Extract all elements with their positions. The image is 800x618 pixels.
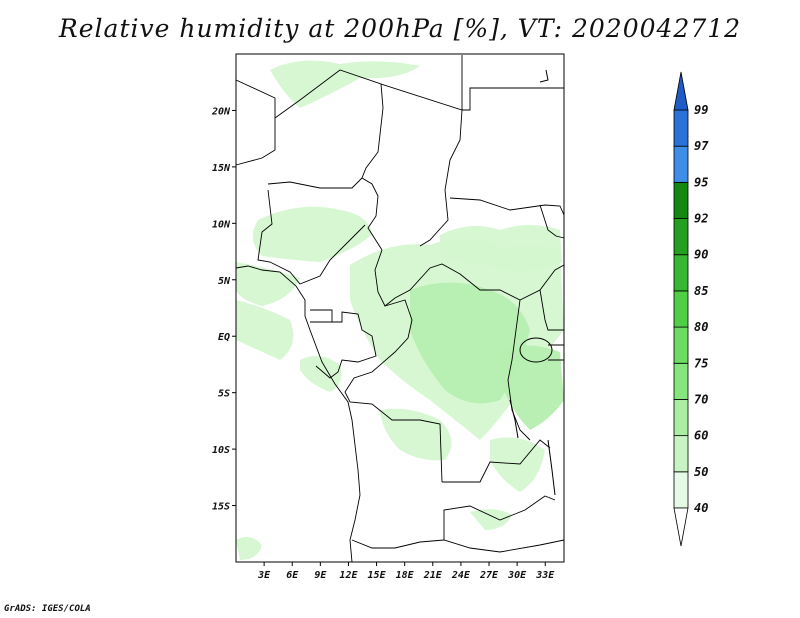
colorbar-label: 50: [694, 465, 708, 479]
lat-tick-label: 15S: [212, 502, 230, 513]
colorbar-segment: [673, 435, 689, 473]
colorbar-segment: [673, 362, 689, 400]
humidity-area: [236, 262, 300, 306]
colorbar-label: 97: [694, 139, 709, 153]
boundary-north-sahara: [235, 79, 276, 166]
colorbar-max-arrow: [673, 71, 689, 111]
lon-tick-label: 15E: [368, 570, 387, 581]
lake-victoria: [519, 337, 553, 363]
humidity-area: [440, 225, 562, 271]
colorbar-segment: [673, 109, 689, 147]
boundary-nigeria-cameroon: [257, 189, 366, 285]
lon-tick-label: 30E: [507, 570, 527, 581]
lon-tick-label: 3E: [257, 570, 271, 581]
lon-tick-label: 21E: [423, 570, 443, 581]
boundary-libya-chad: [274, 69, 384, 179]
colorbar-label: 60: [694, 429, 708, 443]
lon-tick-label: 12E: [339, 570, 358, 581]
boundary-equatorial-guinea: [310, 309, 333, 322]
latitude-axis: 20N 15N 10N 5N EQ 5S 10S 15S: [211, 106, 236, 513]
lat-tick-label: 5N: [218, 276, 231, 287]
humidity-area: [500, 345, 564, 430]
boundary-kenya: [539, 289, 564, 331]
boundary-angola-zambia: [442, 439, 551, 483]
boundary-congo-drc: [344, 299, 443, 483]
colorbar-label: 95: [694, 175, 708, 189]
boundary-gabon: [310, 311, 377, 379]
colorbar-min-arrow: [673, 507, 689, 547]
humidity-area: [300, 356, 342, 392]
colorbar: 40 50 60 70 75 80 85 90 92 95 97 99: [673, 71, 709, 547]
chart-title: Relative humidity at 200hPa [%], VT: 202…: [58, 14, 742, 43]
colorbar-segment: [673, 145, 689, 183]
colorbar-label: 90: [694, 248, 708, 262]
lat-tick-label: 20N: [211, 106, 231, 117]
boundary-sudan-ethiopia: [539, 204, 565, 239]
humidity-area: [236, 300, 294, 360]
humidity-area: [470, 509, 512, 530]
lon-tick-label: 18E: [396, 570, 415, 581]
colorbar-segment: [673, 218, 689, 256]
coast-fragment-ne: [539, 69, 549, 83]
lon-tick-label: 9E: [314, 570, 327, 581]
lon-tick-label: 33E: [535, 570, 555, 581]
humidity-area: [380, 408, 452, 461]
lon-tick-label: 24E: [451, 570, 471, 581]
longitude-axis: 3E 6E 9E 12E 15E 18E 21E 24E 27E 30E 33E: [257, 562, 555, 581]
lat-tick-label: 10S: [212, 445, 230, 456]
country-boundaries: [235, 55, 565, 563]
colorbar-segment: [673, 290, 689, 328]
map-frame: [235, 53, 565, 563]
lake-tanganyika: [509, 399, 519, 439]
colorbar-label: 92: [694, 212, 708, 226]
boundary-niger-chad: [267, 177, 383, 251]
lon-tick-label: 6E: [286, 570, 299, 581]
lon-tick-label: 27E: [479, 570, 499, 581]
lake-malawi: [547, 439, 556, 496]
colorbar-label: 70: [694, 392, 708, 406]
colorbar-segment: [673, 471, 689, 509]
coastline-west: [235, 265, 361, 563]
lat-tick-label: 10N: [212, 219, 231, 230]
lat-tick-label: 5S: [218, 389, 230, 400]
colorbar-segment: [673, 254, 689, 292]
humidity-area: [236, 536, 262, 560]
grads-credit: GrADS: IGES/COLA: [4, 604, 91, 614]
boundary-chad-sudan: [419, 109, 463, 247]
colorbar-label: 40: [694, 501, 708, 515]
boundary-cameroon-car: [374, 249, 565, 307]
colorbar-label: 85: [694, 284, 708, 298]
boundary-zambia-south: [443, 495, 556, 540]
lakes: [509, 69, 556, 496]
boundary-egypt-sudan: [462, 87, 564, 111]
humidity-shading: [236, 60, 564, 560]
lat-tick-label: EQ: [218, 332, 230, 343]
colorbar-label: 99: [694, 103, 708, 117]
colorbar-label: 80: [694, 320, 708, 334]
colorbar-segment: [673, 399, 689, 437]
colorbar-label: 75: [694, 356, 708, 370]
boundary-sudan-south: [449, 197, 565, 216]
colorbar-segment: [673, 181, 689, 219]
colorbar-segment: [673, 326, 689, 364]
boundary-lakes-east: [507, 299, 531, 441]
lat-tick-label: 15N: [212, 163, 231, 174]
humidity-area: [270, 60, 420, 108]
